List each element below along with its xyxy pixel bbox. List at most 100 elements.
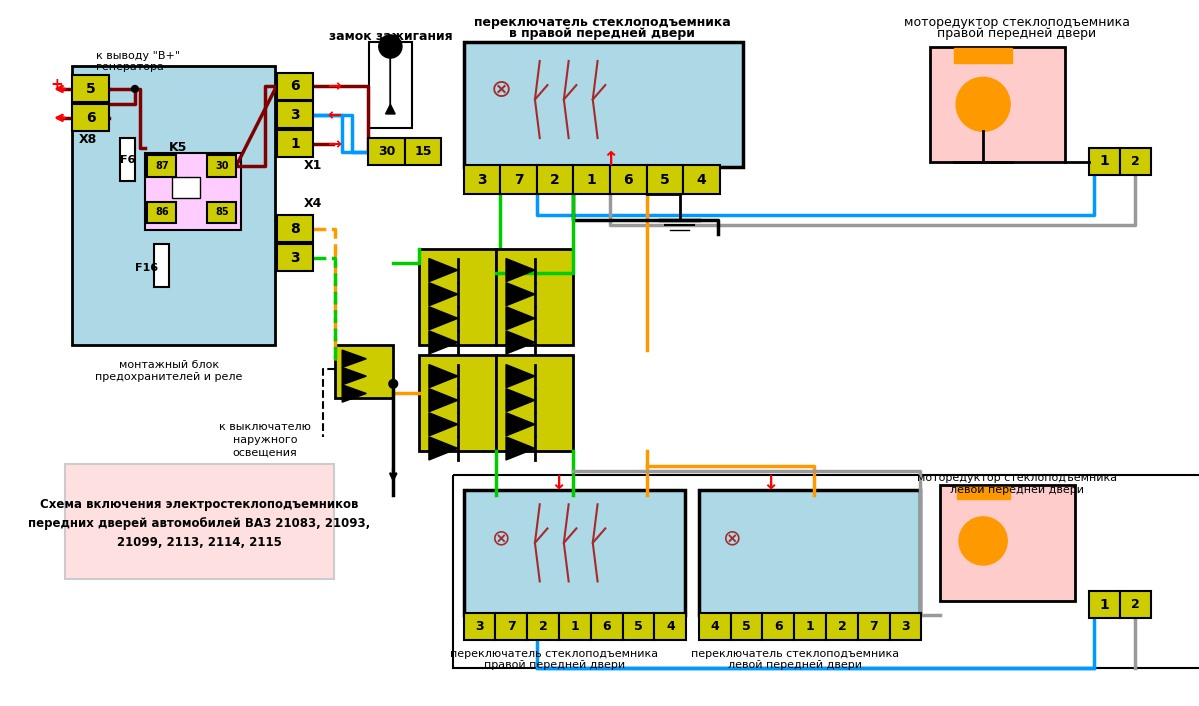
Bar bbox=[277, 131, 313, 157]
Bar bbox=[699, 490, 921, 615]
Text: 8: 8 bbox=[290, 222, 300, 236]
Bar bbox=[277, 215, 313, 242]
Text: ←: ← bbox=[327, 106, 342, 124]
Circle shape bbox=[379, 35, 402, 58]
Bar bbox=[890, 614, 921, 640]
Bar bbox=[420, 249, 496, 345]
Text: X8: X8 bbox=[79, 133, 97, 147]
Bar bbox=[72, 66, 275, 345]
Text: 3: 3 bbox=[902, 621, 910, 633]
Bar bbox=[655, 614, 686, 640]
Bar bbox=[464, 490, 686, 615]
Bar bbox=[610, 165, 646, 194]
Bar bbox=[646, 165, 683, 194]
Text: в правой передней двери: в правой передней двери bbox=[510, 28, 695, 40]
Bar bbox=[940, 485, 1074, 601]
Bar bbox=[464, 614, 495, 640]
Text: +: + bbox=[50, 76, 64, 92]
Text: генератора: генератора bbox=[96, 61, 164, 72]
Text: 3: 3 bbox=[475, 621, 484, 633]
Text: 1: 1 bbox=[1099, 154, 1109, 168]
Bar bbox=[277, 244, 313, 271]
Text: 7: 7 bbox=[507, 621, 516, 633]
Text: 6: 6 bbox=[602, 621, 611, 633]
Bar bbox=[368, 138, 405, 165]
Text: →: → bbox=[327, 135, 342, 153]
Text: ↑: ↑ bbox=[602, 150, 619, 169]
Polygon shape bbox=[342, 350, 366, 367]
Text: переключатель стеклоподъемника: переключатель стеклоподъемника bbox=[691, 649, 899, 659]
Bar bbox=[496, 355, 573, 451]
Bar bbox=[420, 355, 496, 451]
Bar bbox=[1089, 148, 1120, 174]
Bar bbox=[155, 244, 169, 287]
Polygon shape bbox=[506, 282, 535, 306]
Bar bbox=[369, 42, 411, 128]
Text: 30: 30 bbox=[215, 161, 229, 171]
Bar bbox=[528, 614, 559, 640]
Bar bbox=[857, 614, 890, 640]
Text: левой передней двери: левой передней двери bbox=[950, 485, 1084, 495]
Text: 3: 3 bbox=[290, 251, 300, 265]
Polygon shape bbox=[429, 306, 458, 330]
Text: моторедуктор стеклоподъемника: моторедуктор стеклоподъемника bbox=[917, 473, 1117, 484]
Bar bbox=[957, 487, 1010, 498]
Text: ↓: ↓ bbox=[761, 474, 778, 493]
Circle shape bbox=[388, 380, 398, 388]
Polygon shape bbox=[506, 331, 535, 354]
Bar bbox=[699, 614, 730, 640]
Text: ↓: ↓ bbox=[550, 474, 566, 493]
Bar bbox=[405, 138, 441, 165]
Text: 5: 5 bbox=[634, 621, 643, 633]
Polygon shape bbox=[342, 367, 366, 385]
Text: 3: 3 bbox=[290, 108, 300, 122]
Text: 2: 2 bbox=[550, 172, 560, 186]
Bar bbox=[495, 614, 528, 640]
Polygon shape bbox=[506, 258, 535, 282]
Text: 7: 7 bbox=[513, 172, 523, 186]
Polygon shape bbox=[429, 282, 458, 306]
Bar bbox=[537, 165, 573, 194]
Text: ⊗: ⊗ bbox=[490, 78, 512, 102]
Text: ⊗: ⊗ bbox=[723, 528, 742, 548]
Text: 3: 3 bbox=[477, 172, 487, 186]
Polygon shape bbox=[429, 389, 458, 412]
Text: 2: 2 bbox=[538, 621, 548, 633]
Text: X1: X1 bbox=[305, 159, 323, 172]
Bar bbox=[147, 155, 176, 176]
Text: 6: 6 bbox=[290, 79, 300, 93]
Bar bbox=[559, 614, 591, 640]
Text: наружного: наружного bbox=[233, 435, 297, 445]
Text: K5: K5 bbox=[169, 141, 187, 154]
Bar bbox=[500, 165, 537, 194]
Text: 87: 87 bbox=[155, 161, 169, 171]
Circle shape bbox=[959, 517, 1007, 565]
Text: правой передней двери: правой передней двери bbox=[483, 660, 625, 670]
Text: 6: 6 bbox=[623, 172, 633, 186]
Bar bbox=[72, 104, 109, 131]
Text: 2: 2 bbox=[1131, 598, 1140, 611]
Bar bbox=[145, 152, 241, 229]
Bar bbox=[1120, 591, 1151, 618]
Polygon shape bbox=[342, 385, 366, 402]
Text: переключатель стеклоподъемника: переключатель стеклоподъемника bbox=[450, 649, 658, 659]
Bar bbox=[794, 614, 826, 640]
Text: 1: 1 bbox=[588, 172, 597, 186]
Polygon shape bbox=[429, 364, 458, 388]
Text: 4: 4 bbox=[665, 621, 675, 633]
Text: ⊗: ⊗ bbox=[492, 528, 511, 548]
Polygon shape bbox=[429, 258, 458, 282]
Text: 6: 6 bbox=[86, 111, 96, 125]
Circle shape bbox=[956, 78, 1010, 131]
Text: 21099, 2113, 2114, 2115: 21099, 2113, 2114, 2115 bbox=[118, 537, 282, 549]
Polygon shape bbox=[429, 331, 458, 354]
Text: левой передней двери: левой передней двери bbox=[728, 660, 862, 670]
Text: 2: 2 bbox=[1131, 155, 1140, 168]
Text: 4: 4 bbox=[710, 621, 719, 633]
Polygon shape bbox=[386, 47, 396, 114]
Bar bbox=[207, 202, 236, 223]
Text: моторедуктор стеклоподъемника: моторедуктор стеклоподъемника bbox=[904, 16, 1129, 29]
Text: F6: F6 bbox=[120, 155, 135, 165]
Bar bbox=[1120, 148, 1151, 174]
Text: 5: 5 bbox=[86, 82, 96, 96]
